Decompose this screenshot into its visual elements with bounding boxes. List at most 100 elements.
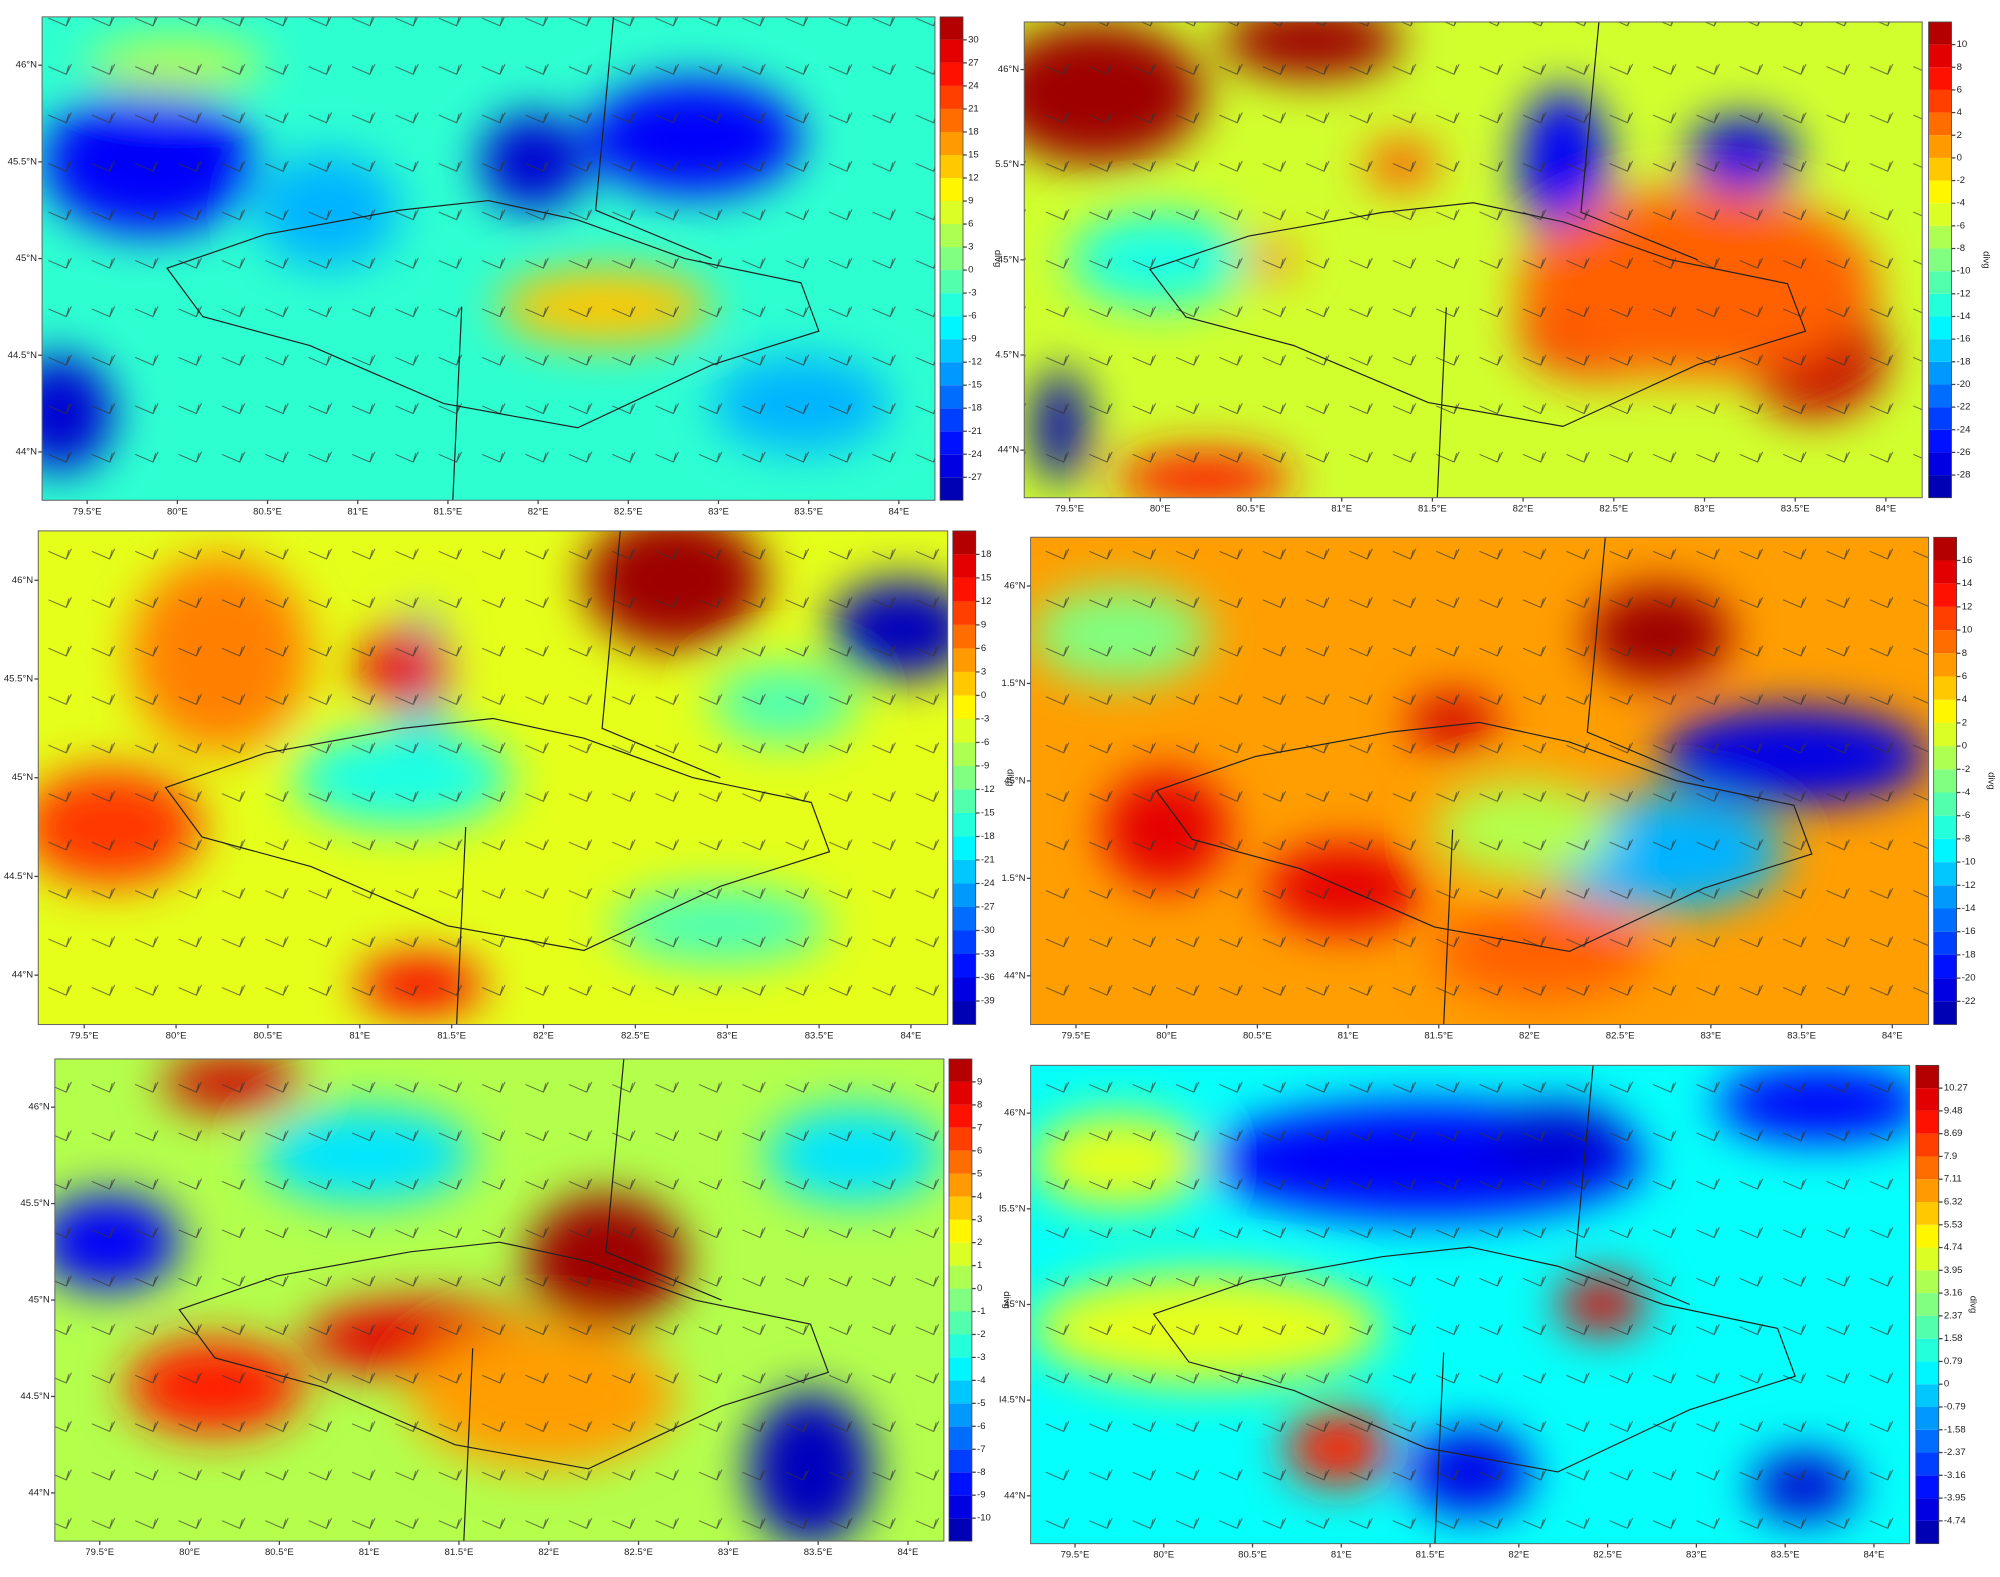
- colorbar-tick-label: 8: [977, 1099, 982, 1110]
- colorbar-cell: [1928, 44, 1952, 68]
- colorbar-cell: [952, 883, 976, 907]
- wind-barbs: [54, 1058, 944, 1542]
- x-tick-label: 82.5°E: [1599, 504, 1628, 515]
- colorbar-tick-label: 3.95: [1944, 1265, 1963, 1276]
- x-tick-label: 79.5°E: [85, 1547, 114, 1558]
- colorbar-cell: [1928, 384, 1952, 408]
- colorbar-tick-label: -4: [977, 1375, 986, 1386]
- colorbar-cell: [940, 362, 964, 386]
- colorbar-tick-label: 6: [977, 1145, 982, 1156]
- wind-barbs: [42, 16, 935, 501]
- y-tick-label: 44°N: [1004, 970, 1025, 981]
- colorbar-cell: [952, 695, 976, 719]
- colorbar-cell: [1933, 676, 1957, 700]
- colorbar-tick-label: -5: [977, 1398, 986, 1409]
- contour-field: [1031, 537, 1929, 1024]
- colorbar-tick-label: 30: [968, 34, 979, 45]
- colorbar-tick-label: -2.37: [1944, 1447, 1966, 1458]
- colorbar-tick-label: 2.37: [1944, 1310, 1963, 1321]
- colorbar-tick-label: -6: [1962, 810, 1971, 821]
- colorbar-cell: [948, 1104, 972, 1128]
- colorbar-tick-label: -8: [977, 1467, 986, 1478]
- colorbar-cell: [948, 1426, 972, 1450]
- colorbar-cell: [948, 1357, 972, 1381]
- colorbar-tick-label: -12: [1962, 880, 1976, 891]
- colorbar-frame: [1915, 1064, 1940, 1545]
- x-tick-label: 79.5°E: [73, 506, 102, 517]
- colorbar-tick-label: -20: [1957, 379, 1971, 390]
- x-tick-label: 79.5°E: [1055, 504, 1084, 515]
- colorbar-cell: [948, 1058, 972, 1082]
- x-tick-label: 83.5°E: [1771, 1550, 1800, 1561]
- colorbar-cell: [1933, 838, 1957, 863]
- colorbar-tick-label: 3.16: [1944, 1288, 1963, 1299]
- colorbar-cell: [1915, 1224, 1939, 1248]
- colorbar-tick-label: -9: [981, 760, 990, 771]
- wind-barbs: [1030, 1065, 1910, 1544]
- colorbar-cell: [1933, 699, 1957, 723]
- x-tick-label: 80.5°E: [265, 1547, 294, 1558]
- y-tick-label: 45°N: [1004, 775, 1025, 786]
- colorbar-tick-label: 6.32: [1944, 1197, 1963, 1208]
- colorbar-tick-label: -10: [977, 1513, 991, 1524]
- colorbar-tick-label: 27: [968, 57, 979, 68]
- colorbar-tick-label: 2: [1962, 717, 1967, 728]
- colorbar-cell: [952, 1001, 976, 1025]
- colorbar-cell: [1915, 1338, 1939, 1362]
- x-tick-label: 83.5°E: [805, 1031, 834, 1042]
- x-tick-label: 82°E: [528, 506, 549, 517]
- colorbar-tick-label: -26: [1957, 447, 1971, 458]
- colorbar-cell: [1933, 931, 1957, 955]
- colorbar-cell: [952, 836, 976, 860]
- colorbar-tick-label: -16: [1962, 926, 1976, 937]
- x-tick-label: 82.5°E: [1606, 1031, 1635, 1042]
- colorbar-cell: [1933, 722, 1957, 747]
- colorbar-cell: [940, 39, 964, 63]
- x-tick-label: 81°E: [1338, 1031, 1359, 1042]
- x-tick-label: 81°E: [349, 1031, 370, 1042]
- x-tick-label: 84°E: [901, 1031, 922, 1042]
- colorbar-cell: [1933, 583, 1957, 607]
- colorbar-cell: [1915, 1201, 1939, 1225]
- colorbar-cell: [1915, 1293, 1939, 1316]
- colorbar-frame: [948, 1058, 973, 1542]
- colorbar-cell: [1915, 1315, 1939, 1339]
- colorbar-cell: [1915, 1429, 1939, 1453]
- contour-field: [42, 16, 935, 501]
- colorbar-tick-label: 9.48: [1944, 1105, 1963, 1116]
- x-tick-label: 82.5°E: [624, 1547, 653, 1558]
- colorbar-cell: [952, 859, 976, 884]
- x-tick-label: 80°E: [1153, 1550, 1174, 1561]
- y-tick-label: 45°N: [1004, 1299, 1025, 1310]
- colorbar-tick-label: 8: [1962, 648, 1967, 659]
- colorbar-tick-label: 2: [1957, 130, 1962, 141]
- colorbar-cell: [1915, 1520, 1939, 1544]
- colorbar-cell: [1928, 112, 1952, 136]
- colorbar-tick-label: 10.27: [1944, 1083, 1968, 1094]
- colorbar-tick-label: 3: [981, 666, 986, 677]
- colorbar-cell: [952, 930, 976, 955]
- x-tick-label: 84°E: [898, 1547, 919, 1558]
- colorbar-cell: [948, 1495, 972, 1519]
- x-tick-label: 82°E: [538, 1547, 559, 1558]
- colorbar-tick-label: 24: [968, 80, 979, 91]
- colorbar-tick-label: 12: [968, 173, 979, 184]
- colorbar-cell: [940, 154, 964, 179]
- colorbar-tick-label: -9: [968, 334, 977, 345]
- colorbar-tick-label: 7: [977, 1122, 982, 1133]
- colorbar-tick-label: 1: [977, 1260, 982, 1271]
- colorbar-tick-label: -10: [1962, 857, 1976, 868]
- colorbar-tick-label: 0: [1962, 741, 1967, 752]
- colorbar-cell: [940, 108, 964, 132]
- x-tick-label: 80°E: [1156, 1031, 1177, 1042]
- colorbar-tick-label: 9: [968, 196, 973, 207]
- colorbar-tick-label: -24: [968, 449, 982, 460]
- colorbar-tick-label: -1.58: [1944, 1424, 1966, 1435]
- colorbar-tick-label: -10: [1957, 266, 1971, 277]
- colorbar-cell: [1915, 1498, 1939, 1521]
- y-tick-label: 46°N: [12, 575, 33, 586]
- y-tick-label: 46°N: [1004, 1108, 1025, 1119]
- x-tick-label: 80°E: [1150, 504, 1171, 515]
- y-tick-label: 1.5°N: [1002, 873, 1026, 884]
- colorbar-cell: [940, 454, 964, 478]
